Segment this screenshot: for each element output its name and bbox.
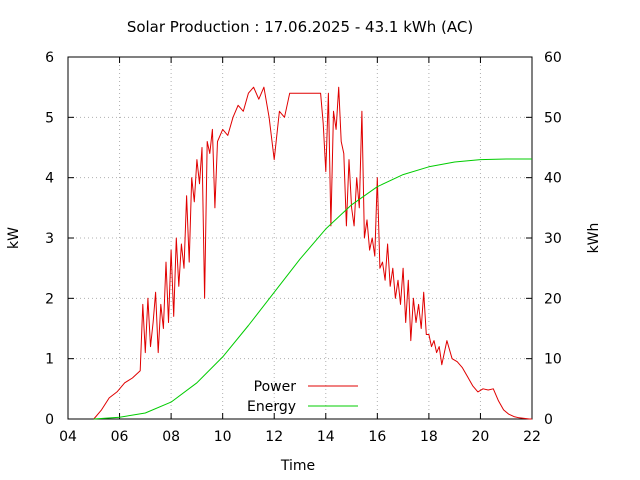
series-line-energy bbox=[93, 158, 532, 420]
x-tick-label: 06 bbox=[111, 429, 129, 445]
x-tick-label: 16 bbox=[368, 429, 386, 445]
x-tick-label: 04 bbox=[59, 429, 77, 445]
x-tick-label: 22 bbox=[523, 429, 541, 445]
x-tick-label: 18 bbox=[420, 429, 438, 445]
y-tick-label: 0 bbox=[45, 412, 54, 428]
y-tick-label: 5 bbox=[45, 110, 54, 126]
y-tick-label: 6 bbox=[45, 50, 54, 66]
x-axis-label: Time bbox=[280, 458, 315, 474]
legend: Power Energy bbox=[247, 379, 358, 415]
y2-tick-label: 20 bbox=[544, 291, 562, 307]
x-tick-label: 08 bbox=[162, 429, 180, 445]
grid bbox=[68, 57, 532, 419]
y2-tick-label: 40 bbox=[544, 171, 562, 187]
y-tick-label: 4 bbox=[45, 171, 54, 187]
y2-tick-label: 0 bbox=[544, 412, 553, 428]
series-layer bbox=[93, 86, 532, 420]
legend-label-energy: Energy bbox=[247, 399, 296, 415]
y-tick-label: 3 bbox=[45, 231, 54, 247]
y2-tick-label: 60 bbox=[544, 50, 562, 66]
y-tick-label: 1 bbox=[45, 352, 54, 368]
y2-axis-label: kWh bbox=[586, 223, 602, 254]
x-tick-label: 12 bbox=[265, 429, 283, 445]
x-tick-label: 14 bbox=[317, 429, 335, 445]
y2-tick-label: 50 bbox=[544, 110, 562, 126]
y2-tick-label: 10 bbox=[544, 352, 562, 368]
legend-label-power: Power bbox=[254, 379, 297, 395]
series-line-power bbox=[93, 86, 532, 420]
y2-tick-label: 30 bbox=[544, 231, 562, 247]
chart-title: Solar Production : 17.06.2025 - 43.1 kWh… bbox=[127, 18, 473, 36]
x-tick-label: 10 bbox=[214, 429, 232, 445]
y-tick-label: 2 bbox=[45, 291, 54, 307]
y-axis-label: kW bbox=[6, 227, 22, 249]
x-tick-label: 20 bbox=[472, 429, 490, 445]
